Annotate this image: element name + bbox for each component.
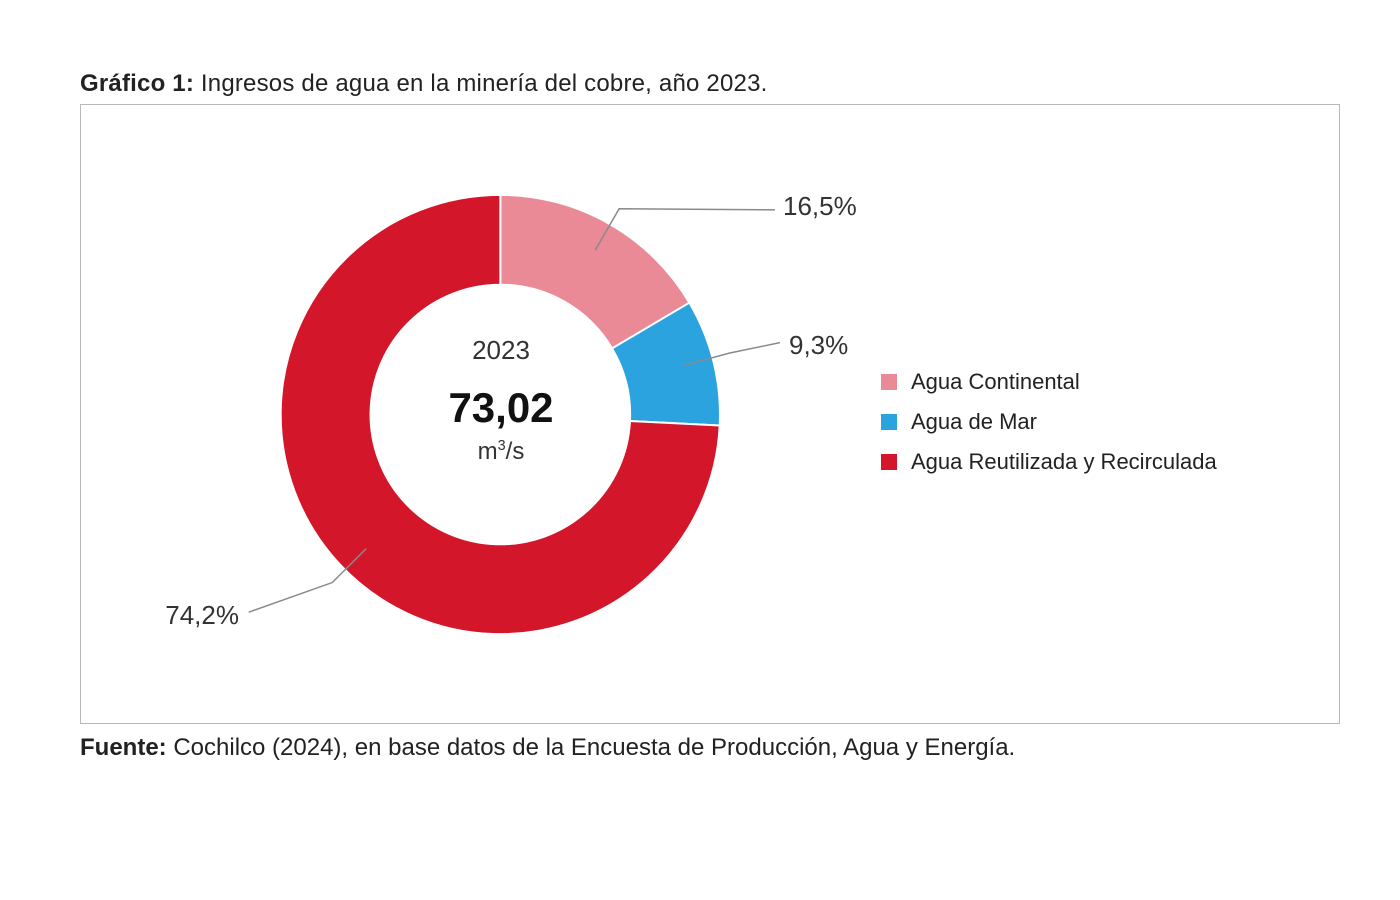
- legend-label: Agua Continental: [911, 369, 1080, 395]
- chart-source-label: Fuente:: [80, 734, 167, 761]
- donut-center-unit: m3/s: [381, 438, 621, 466]
- legend-item-mar: Agua de Mar: [881, 409, 1217, 435]
- legend-label: Agua de Mar: [911, 409, 1037, 435]
- legend-swatch-icon: [881, 414, 897, 430]
- chart-container: 2023 73,02 m3/s 16,5% 9,3% 74,2% Agua Co…: [80, 104, 1340, 724]
- callout-reutilizada: 74,2%: [165, 600, 239, 631]
- donut-center-year: 2023: [381, 335, 621, 366]
- legend-item-continental: Agua Continental: [881, 369, 1217, 395]
- legend-swatch-icon: [881, 374, 897, 390]
- legend-label: Agua Reutilizada y Recirculada: [911, 449, 1217, 475]
- chart-title-text: Ingresos de agua en la minería del cobre…: [201, 70, 768, 97]
- donut-center-value: 73,02: [381, 384, 621, 432]
- callout-mar: 9,3%: [789, 330, 848, 361]
- legend: Agua Continental Agua de Mar Agua Reutil…: [881, 355, 1217, 489]
- callout-continental: 16,5%: [783, 191, 857, 222]
- chart-source-text: Cochilco (2024), en base datos de la Enc…: [173, 734, 1015, 761]
- chart-title: Gráfico 1: Ingresos de agua en la minerí…: [80, 70, 1340, 98]
- legend-item-reutilizada: Agua Reutilizada y Recirculada: [881, 449, 1217, 475]
- chart-source: Fuente: Cochilco (2024), en base datos d…: [80, 734, 1340, 762]
- legend-swatch-icon: [881, 454, 897, 470]
- chart-title-label: Gráfico 1:: [80, 70, 194, 97]
- donut-center-labels: 2023 73,02 m3/s: [381, 335, 621, 466]
